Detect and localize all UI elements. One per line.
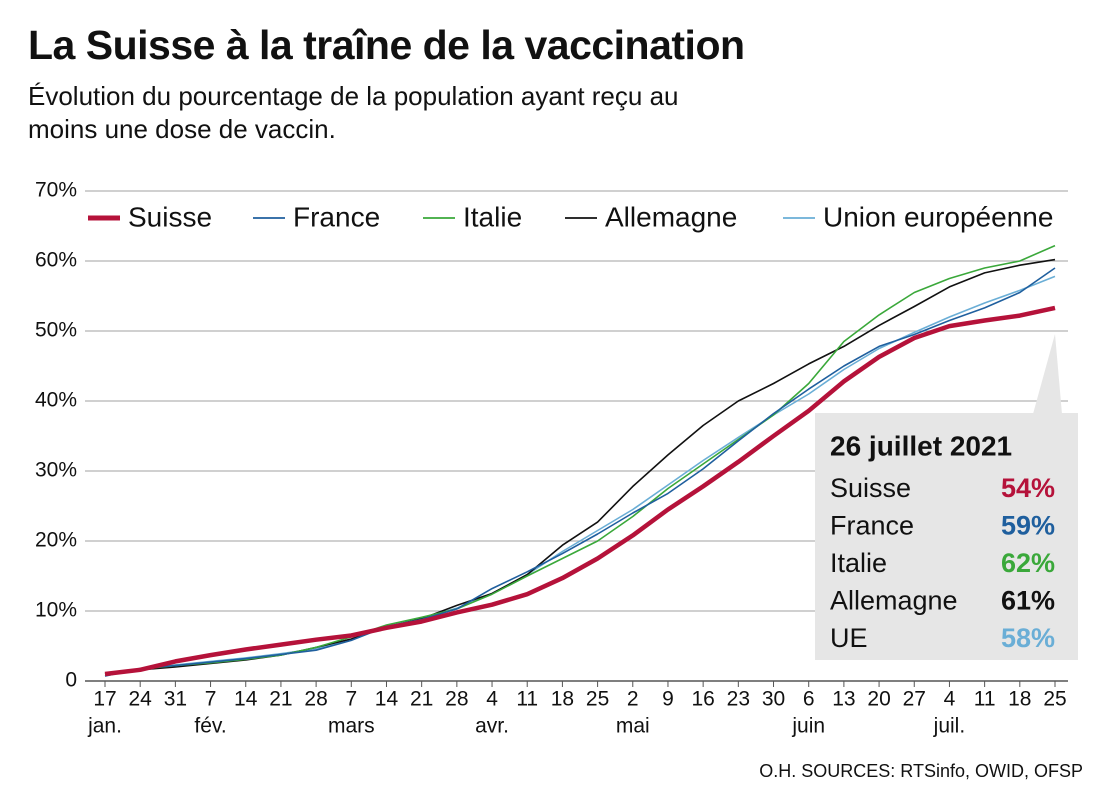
- x-tick-label: 9: [662, 688, 674, 711]
- x-tick-label: 14: [375, 688, 399, 711]
- y-tick-label: 70%: [35, 179, 77, 202]
- legend-label: France: [293, 201, 380, 232]
- y-tick-label: 40%: [35, 389, 77, 412]
- x-tick-label: 16: [691, 688, 714, 711]
- x-tick-label: 30: [762, 688, 785, 711]
- x-tick-label: 23: [727, 688, 750, 711]
- x-tick-label: 11: [974, 688, 996, 711]
- callout-title: 26 juillet 2021: [830, 430, 1012, 461]
- legend-label: Suisse: [128, 201, 212, 232]
- callout-value: 59%: [1001, 511, 1055, 541]
- x-tick-label: 11: [516, 688, 538, 711]
- x-tick-label: 18: [551, 688, 574, 711]
- series-line: [104, 305, 1056, 677]
- x-tick-label: 21: [269, 688, 292, 711]
- callout-name: France: [830, 511, 914, 541]
- month-label: juin: [791, 715, 825, 738]
- callout-name: Allemagne: [830, 586, 958, 616]
- callout-name: UE: [830, 623, 868, 653]
- x-tick-label: 18: [1008, 688, 1031, 711]
- callout-value: 58%: [1001, 623, 1055, 653]
- legend-label: Union européenne: [823, 201, 1053, 232]
- series-line: [104, 267, 1056, 677]
- x-tick-label: 28: [445, 688, 468, 711]
- x-tick-label: 7: [345, 688, 357, 711]
- x-tick-label: 14: [234, 688, 258, 711]
- callout-pointer: [1033, 334, 1062, 414]
- y-tick-label: 60%: [35, 249, 77, 272]
- y-tick-label: 10%: [35, 599, 77, 622]
- callout-box: [815, 413, 1078, 660]
- y-tick-label: 50%: [35, 319, 77, 342]
- x-tick-label: 2: [627, 688, 639, 711]
- month-label: jan.: [87, 715, 122, 738]
- x-tick-label: 17: [93, 688, 116, 711]
- x-tick-label: 27: [903, 688, 926, 711]
- x-tick-label: 28: [304, 688, 327, 711]
- month-label: mars: [328, 715, 375, 738]
- x-tick-label: 24: [129, 688, 153, 711]
- callout-value: 54%: [1001, 473, 1055, 503]
- month-label: juil.: [933, 715, 966, 738]
- callout-name: Suisse: [830, 473, 911, 503]
- x-tick-label: 7: [205, 688, 217, 711]
- source: O.H. SOURCES: RTSinfo, OWID, OFSP: [759, 761, 1083, 781]
- legend-label: Allemagne: [605, 201, 737, 232]
- x-tick-label: 21: [410, 688, 433, 711]
- y-tick-label: 20%: [35, 529, 77, 552]
- chart-subtitle: Évolution du pourcentage de la populatio…: [28, 81, 679, 144]
- month-label: fév.: [194, 715, 226, 738]
- y-tick-label: 30%: [35, 459, 77, 482]
- month-label: avr.: [475, 715, 509, 738]
- x-tick-label: 4: [944, 688, 956, 711]
- x-tick-label: 6: [803, 688, 815, 711]
- x-tick-label: 25: [1043, 688, 1066, 711]
- chart-title: La Suisse à la traîne de la vaccination: [28, 22, 745, 68]
- x-tick-label: 4: [486, 688, 498, 711]
- x-tick-label: 20: [867, 688, 890, 711]
- month-label: mai: [616, 715, 650, 738]
- x-tick-label: 25: [586, 688, 609, 711]
- legend-label: Italie: [463, 201, 522, 232]
- callout-value: 61%: [1001, 586, 1055, 616]
- x-tick-label: 31: [164, 688, 187, 711]
- callout-value: 62%: [1001, 548, 1055, 578]
- x-tick-label: 13: [832, 688, 855, 711]
- callout-name: Italie: [830, 548, 887, 578]
- y-tick-label: 0: [65, 669, 77, 692]
